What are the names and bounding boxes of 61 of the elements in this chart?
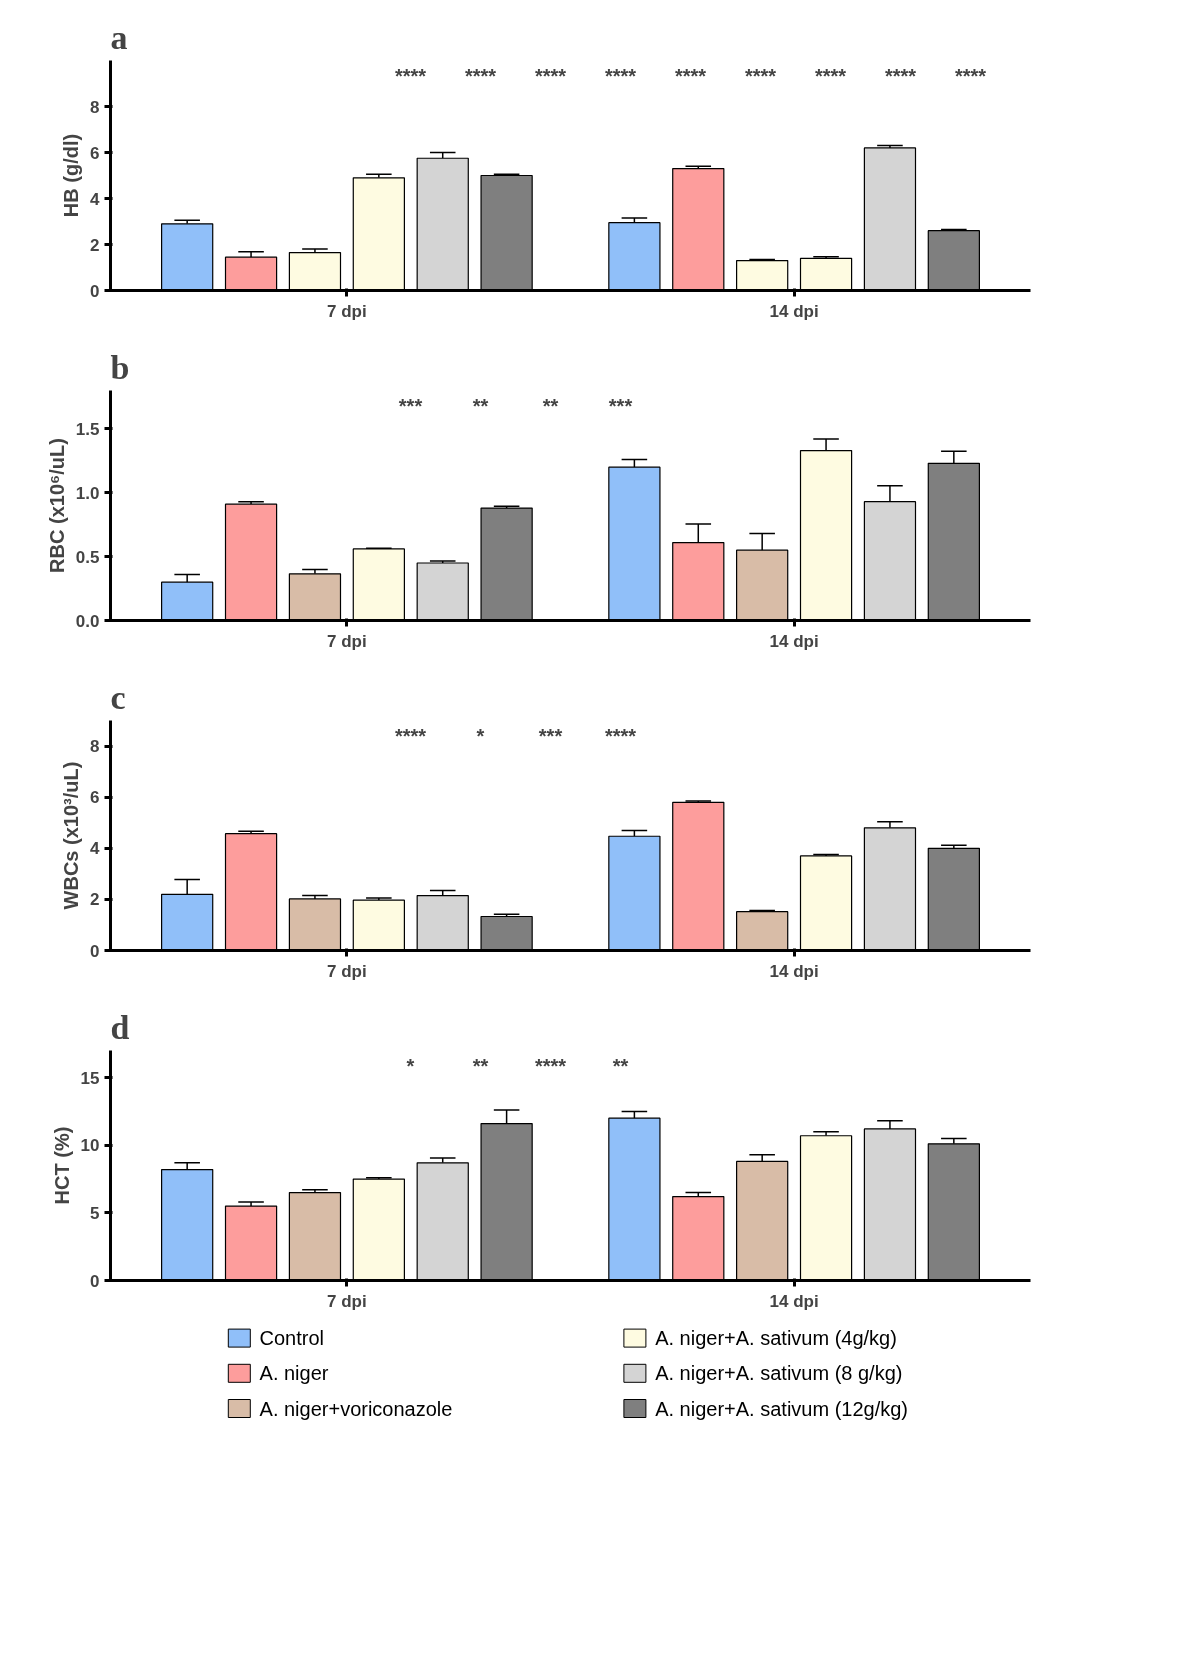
- legend-label: A. niger+A. sativum (8 g/kg): [655, 1362, 903, 1385]
- x-tick-label: 14 dpi: [769, 1291, 819, 1311]
- annotation: ****: [744, 64, 777, 87]
- y-tick-label: 10: [80, 1136, 100, 1156]
- chart-title: c: [110, 678, 126, 716]
- annotation: ****: [394, 64, 427, 87]
- y-tick-label: 2: [90, 235, 100, 255]
- annotation: ****: [954, 64, 987, 87]
- annotation: ***: [398, 394, 423, 417]
- y-tick-label: 0: [90, 1271, 100, 1291]
- y-tick-label: 0: [90, 281, 100, 301]
- annotation: ****: [674, 64, 707, 87]
- legend-label: A. niger+A. sativum (12g/kg): [655, 1397, 909, 1420]
- x-tick-label: 14 dpi: [769, 301, 819, 321]
- annotation: **: [612, 1054, 629, 1077]
- annotation: ***: [538, 724, 563, 747]
- y-tick-label: 6: [90, 788, 100, 808]
- y-tick-label: 15: [80, 1068, 100, 1088]
- annotation: ****: [814, 64, 847, 87]
- annotation: ****: [464, 64, 497, 87]
- annotation: *: [406, 1054, 415, 1077]
- y-tick-label: 4: [90, 189, 101, 209]
- annotation: **: [472, 1054, 489, 1077]
- y-tick-label: 1.0: [75, 483, 100, 503]
- chart-title: b: [110, 348, 130, 386]
- annotation: ****: [534, 1054, 567, 1077]
- annotation: ****: [534, 64, 567, 87]
- annotation: **: [472, 394, 489, 417]
- x-tick-label: 14 dpi: [769, 961, 819, 981]
- y-axis-title: RBC (x10⁶/uL): [45, 438, 68, 573]
- y-tick-label: 2: [90, 890, 100, 910]
- x-tick-label: 14 dpi: [769, 631, 819, 651]
- chart-title: d: [110, 1008, 130, 1046]
- y-axis-title: HB (g/dl): [60, 133, 83, 218]
- annotation: **: [542, 394, 559, 417]
- annotation: ***: [608, 394, 633, 417]
- x-tick-label: 7 dpi: [327, 301, 367, 321]
- y-tick-label: 0.5: [75, 547, 100, 567]
- annotation: ****: [604, 64, 637, 87]
- y-tick-label: 8: [90, 737, 100, 757]
- x-tick-label: 7 dpi: [327, 1291, 367, 1311]
- legend-label: A. niger+voriconazole: [259, 1397, 453, 1420]
- y-tick-label: 6: [90, 143, 100, 163]
- annotation: ****: [884, 64, 917, 87]
- y-tick-label: 4: [90, 839, 101, 859]
- legend-label: A. niger+A. sativum (4g/kg): [655, 1327, 897, 1350]
- y-axis-title: WBCs (x10³/uL): [60, 761, 83, 910]
- chart-title: a: [110, 18, 128, 56]
- annotation: ****: [604, 724, 637, 747]
- y-axis-title: HCT (%): [50, 1126, 73, 1205]
- annotation: *: [476, 724, 485, 747]
- y-tick-label: 1.5: [75, 419, 100, 439]
- y-tick-label: 8: [90, 97, 100, 117]
- y-tick-label: 0: [90, 941, 100, 961]
- annotation: ****: [394, 724, 427, 747]
- x-tick-label: 7 dpi: [327, 631, 367, 651]
- legend-label: A. niger: [259, 1362, 329, 1385]
- legend-label: Control: [259, 1327, 325, 1350]
- x-tick-label: 7 dpi: [327, 961, 367, 981]
- y-tick-label: 0.0: [75, 611, 100, 631]
- y-tick-label: 5: [90, 1203, 100, 1223]
